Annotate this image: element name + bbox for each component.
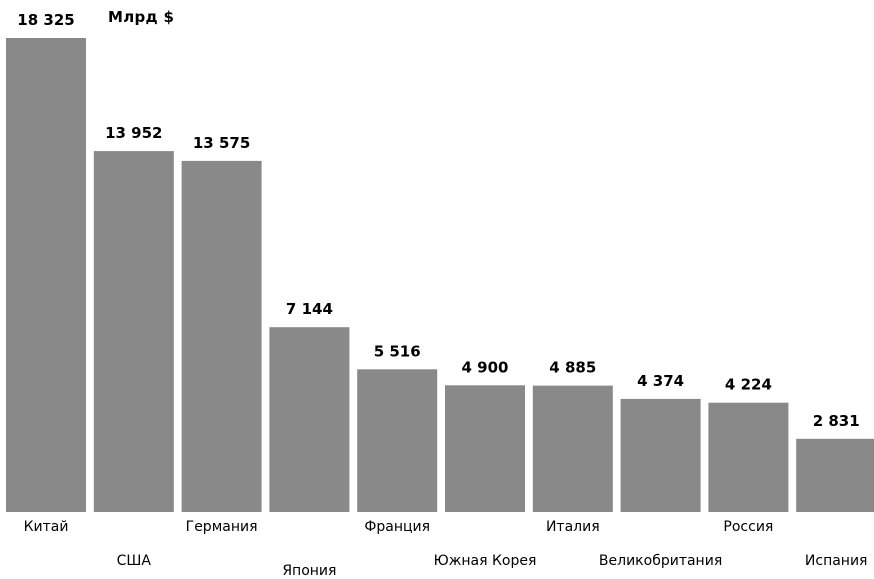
value-label-3: 13 575 [193,134,250,152]
value-label-6: 4 900 [462,358,509,376]
bar-4 [269,327,350,512]
category-label-4: Япония [282,563,336,579]
value-label-5: 5 516 [374,342,421,360]
category-label-8: Великобритания [599,553,722,569]
category-label-6: Южная Корея [434,553,537,569]
category-label-9: Россия [723,519,773,535]
value-label-9: 4 224 [725,376,772,394]
value-label-2: 13 952 [105,124,162,142]
category-label-10: Испания [805,553,868,569]
category-label-7: Италия [546,519,600,535]
category-label-3: Германия [186,519,258,535]
value-label-8: 4 374 [637,372,684,390]
value-labels-group: 18 325 13 952 13 575 7 144 5 516 4 900 4 885 4 … [17,11,859,430]
bar-9 [708,402,789,512]
bar-3 [181,160,262,512]
bar-8 [620,398,701,512]
value-label-10: 2 831 [813,412,860,430]
unit-label: Млрд $ [108,8,175,26]
category-label-5: Франция [364,519,430,535]
bars-group [6,38,874,512]
value-label-4: 7 144 [286,300,333,318]
bar-5 [357,369,438,512]
bar-1 [6,38,86,512]
bar-10 [796,438,874,512]
bar-7 [532,385,613,512]
value-label-7: 4 885 [549,359,596,377]
bar-2 [93,151,174,512]
category-labels-group: Китай США Германия Япония Франция Южная Корея… [24,519,868,579]
category-label-2: США [117,553,152,569]
bar-6 [445,385,525,512]
category-label-1: Китай [24,519,69,535]
value-label-1: 18 325 [17,11,74,29]
